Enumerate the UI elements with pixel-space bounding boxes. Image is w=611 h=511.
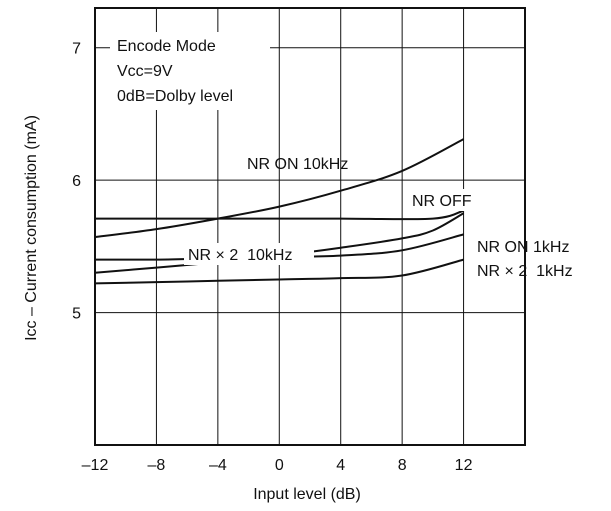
series-curve bbox=[94, 138, 465, 239]
x-tick-label: 4 bbox=[336, 457, 345, 474]
x-tick-label: –4 bbox=[209, 457, 227, 474]
x-tick-labels: –12 –8 –4 0 4 8 12 bbox=[82, 457, 473, 474]
condition-vcc: Vcc=9V bbox=[117, 63, 173, 80]
x-tick-label: 12 bbox=[455, 457, 473, 474]
x-axis-label: Input level (dB) bbox=[253, 486, 361, 503]
series-label-nr-on-10khz: NR ON 10kHz bbox=[247, 156, 348, 173]
y-axis-label: Icc – Current consumption (mA) bbox=[23, 115, 40, 341]
condition-reference: 0dB=Dolby level bbox=[117, 88, 233, 105]
series-label-nr-x2-1khz: NR × 2 1kHz bbox=[477, 263, 573, 280]
x-tick-label: 8 bbox=[398, 457, 407, 474]
series-label-bg bbox=[408, 189, 484, 211]
y-tick-label: 7 bbox=[72, 41, 81, 58]
conditions-box bbox=[110, 32, 270, 110]
series-curve bbox=[94, 258, 464, 285]
series-label-nr-x2-10khz: NR × 2 10kHz bbox=[188, 247, 292, 264]
x-tick-label: –12 bbox=[82, 457, 109, 474]
x-tick-label: 0 bbox=[275, 457, 284, 474]
x-tick-label: –8 bbox=[148, 457, 166, 474]
series-label-bg bbox=[184, 243, 314, 265]
y-tick-label: 6 bbox=[72, 173, 81, 190]
series-curve bbox=[94, 209, 464, 221]
y-tick-labels: 5 6 7 bbox=[72, 41, 81, 323]
y-tick-label: 5 bbox=[72, 306, 81, 323]
condition-mode: Encode Mode bbox=[117, 38, 216, 55]
series-label-nr-on-1khz: NR ON 1kHz bbox=[477, 239, 569, 256]
plot-frame bbox=[94, 7, 526, 446]
series-label-nr-off: NR OFF bbox=[412, 193, 472, 210]
